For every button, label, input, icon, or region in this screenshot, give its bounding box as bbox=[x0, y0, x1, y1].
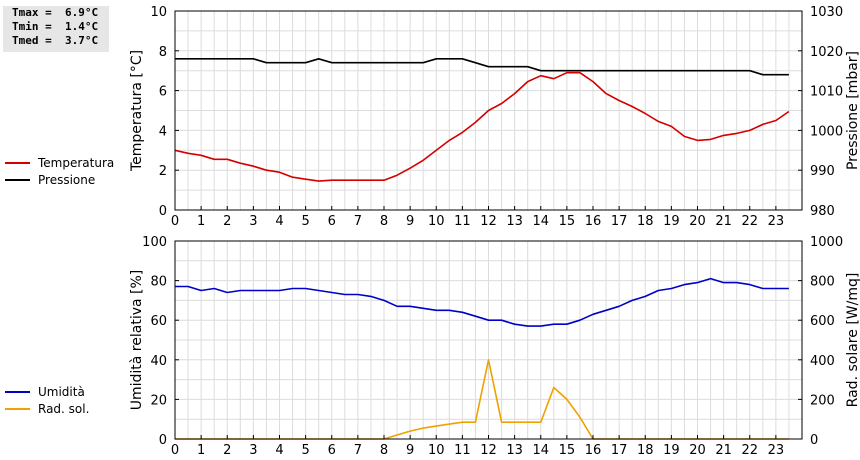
chart1-x-tick-label: 23 bbox=[768, 214, 785, 229]
chart2-x-tick-label: 21 bbox=[715, 443, 732, 458]
chart1-y2-axis-label: Pressione [mbar] bbox=[845, 51, 860, 170]
chart2-x-tick-label: 5 bbox=[301, 443, 309, 458]
chart2-x-tick-label: 6 bbox=[328, 443, 336, 458]
chart1-legend-label-2: Pressione bbox=[38, 173, 95, 187]
stats-panel: Tmax = 6.9°C Tmin = 1.4°C Tmed = 3.7°C bbox=[3, 6, 109, 52]
chart1-y2-tick-label: 1010 bbox=[810, 85, 843, 100]
chart2-y2-axis-label: Rad. solare [W/mq] bbox=[845, 273, 860, 408]
chart2-y2-tick-label: 0 bbox=[810, 433, 818, 448]
chart1-y-tick-label: 10 bbox=[150, 5, 167, 20]
stat-tmax: Tmax = 6.9°C bbox=[12, 6, 99, 19]
chart1-x-tick-label: 3 bbox=[249, 214, 257, 229]
chart2-x-tick-label: 19 bbox=[663, 443, 680, 458]
chart1-x-tick-label: 16 bbox=[585, 214, 602, 229]
chart1-y-axis-label: Temperatura [°C] bbox=[129, 50, 145, 172]
chart2-x-tick-label: 18 bbox=[637, 443, 654, 458]
chart1-x-tick-label: 22 bbox=[741, 214, 758, 229]
chart2-x-tick-label: 16 bbox=[585, 443, 602, 458]
chart2-legend-label-1: Umidità bbox=[38, 385, 85, 399]
chart1-x-tick-label: 5 bbox=[301, 214, 309, 229]
chart2-x-tick-label: 1 bbox=[197, 443, 205, 458]
chart2-y-tick-label: 40 bbox=[150, 354, 167, 369]
chart2-x-tick-label: 2 bbox=[223, 443, 231, 458]
chart1-legend-label-1: Temperatura bbox=[37, 156, 114, 170]
chart1-series-1-line bbox=[174, 71, 790, 182]
chart1-x-tick-label: 21 bbox=[715, 214, 732, 229]
chart1-x-tick-label: 14 bbox=[532, 214, 549, 229]
chart1-x-tick-label: 10 bbox=[428, 214, 445, 229]
chart1-x-tick-label: 17 bbox=[611, 214, 628, 229]
chart1-x-tick-label: 2 bbox=[223, 214, 231, 229]
chart2-y2-tick-label: 200 bbox=[810, 393, 835, 408]
chart1-x-tick-label: 15 bbox=[559, 214, 576, 229]
chart1-group bbox=[5, 10, 803, 211]
chart2-x-tick-label: 7 bbox=[354, 443, 362, 458]
chart1-y2-tick-label: 1000 bbox=[810, 124, 843, 139]
chart2-x-tick-label: 17 bbox=[611, 443, 628, 458]
stat-tmin: Tmin = 1.4°C bbox=[12, 20, 99, 33]
chart2-series-1-line bbox=[175, 277, 789, 327]
chart1-series-2-line bbox=[175, 57, 789, 76]
chart1-x-tick-label: 4 bbox=[275, 214, 283, 229]
chart2-x-tick-label: 10 bbox=[428, 443, 445, 458]
chart2-x-tick-label: 20 bbox=[689, 443, 706, 458]
chart2-group bbox=[5, 240, 803, 440]
stat-tmed: Tmed = 3.7°C bbox=[12, 34, 99, 47]
chart1-y2-tick-label: 980 bbox=[810, 204, 835, 219]
chart1-x-tick-label: 7 bbox=[354, 214, 362, 229]
chart1-y2-tick-label: 990 bbox=[810, 164, 835, 179]
chart1-y2-tick-label: 1030 bbox=[810, 5, 843, 20]
chart2-y-tick-label: 80 bbox=[150, 275, 167, 290]
chart1-x-tick-label: 0 bbox=[171, 214, 179, 229]
chart2-y-tick-label: 100 bbox=[142, 235, 167, 250]
chart1-x-tick-label: 8 bbox=[380, 214, 388, 229]
chart1-y-tick-label: 4 bbox=[159, 124, 167, 139]
chart2-x-tick-label: 8 bbox=[380, 443, 388, 458]
chart2-legend-label-2: Rad. sol. bbox=[38, 402, 89, 416]
chart1-x-tick-label: 9 bbox=[406, 214, 414, 229]
chart2-y2-tick-label: 400 bbox=[810, 354, 835, 369]
chart1-y-tick-label: 2 bbox=[159, 164, 167, 179]
chart2-x-tick-label: 15 bbox=[559, 443, 576, 458]
chart2-x-tick-label: 22 bbox=[741, 443, 758, 458]
chart1-y2-tick-label: 1020 bbox=[810, 45, 843, 60]
chart2-x-tick-label: 23 bbox=[768, 443, 785, 458]
chart2-y2-tick-label: 600 bbox=[810, 314, 835, 329]
chart2-x-tick-label: 13 bbox=[506, 443, 523, 458]
chart1-x-tick-label: 20 bbox=[689, 214, 706, 229]
chart2-y-axis-label: Umidità relativa [%] bbox=[129, 270, 145, 411]
chart1-y-tick-label: 0 bbox=[159, 204, 167, 219]
chart1-x-tick-label: 18 bbox=[637, 214, 654, 229]
chart2-x-tick-label: 9 bbox=[406, 443, 414, 458]
chart1-y-tick-label: 6 bbox=[159, 85, 167, 100]
chart2-x-tick-label: 0 bbox=[171, 443, 179, 458]
chart1-x-tick-label: 12 bbox=[480, 214, 497, 229]
chart2-y-tick-label: 60 bbox=[150, 314, 167, 329]
chart1-x-tick-label: 19 bbox=[663, 214, 680, 229]
chart2-x-tick-label: 4 bbox=[275, 443, 283, 458]
chart2-y2-tick-label: 800 bbox=[810, 275, 835, 290]
chart2-x-tick-label: 14 bbox=[532, 443, 549, 458]
chart1-x-tick-label: 11 bbox=[454, 214, 471, 229]
chart2-x-tick-label: 11 bbox=[454, 443, 471, 458]
chart2-y2-tick-label: 1000 bbox=[810, 235, 843, 250]
chart2-y-tick-label: 0 bbox=[159, 433, 167, 448]
chart1-y-tick-label: 8 bbox=[159, 45, 167, 60]
chart1-x-tick-label: 6 bbox=[328, 214, 336, 229]
chart1-x-tick-label: 13 bbox=[506, 214, 523, 229]
chart2-x-tick-label: 3 bbox=[249, 443, 257, 458]
chart1-x-tick-label: 1 bbox=[197, 214, 205, 229]
chart2-x-tick-label: 12 bbox=[480, 443, 497, 458]
chart2-y-tick-label: 20 bbox=[150, 393, 167, 408]
